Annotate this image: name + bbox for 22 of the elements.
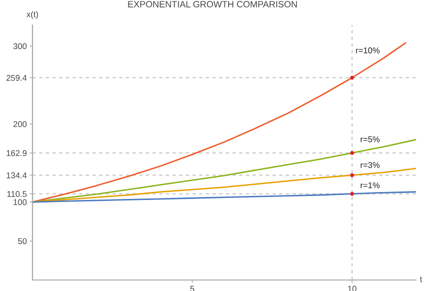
y-tick-label: 200 — [13, 121, 27, 128]
line-series — [32, 42, 406, 203]
y-axis-title: x(t) — [26, 11, 38, 19]
y-tick-label: 259.4 — [6, 74, 27, 81]
series-label: r=5% — [360, 136, 380, 142]
y-tick-label: 300 — [13, 43, 27, 50]
series-label: r=3% — [360, 162, 380, 168]
point — [350, 76, 354, 80]
line-series — [32, 191, 416, 203]
point — [350, 173, 354, 178]
series-label: r=10% — [356, 47, 380, 54]
x-axis-title: t — [420, 276, 422, 282]
point — [350, 192, 354, 196]
y-tick-label: 50 — [18, 238, 27, 244]
point — [350, 151, 354, 155]
chart-title: EXPONENTIAL GROWTH COMPARISON — [128, 1, 297, 8]
y-tick-label: 162.9 — [6, 150, 27, 156]
y-tick-label: 110.5 — [7, 191, 27, 197]
line-series — [32, 168, 416, 203]
series-label: r=1% — [360, 182, 380, 188]
y-tick-label: 134.4 — [6, 172, 27, 178]
y-tick-label: 100 — [14, 199, 27, 206]
